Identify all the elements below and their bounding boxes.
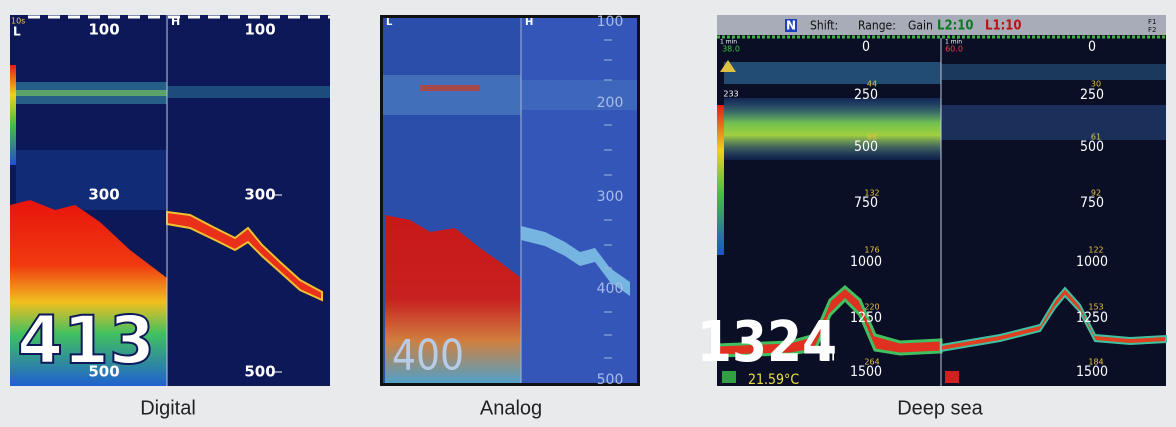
depth-label: 1000	[850, 254, 882, 270]
fish-layer	[521, 80, 637, 110]
header-label: F2	[1148, 26, 1156, 34]
sub-label: 88	[867, 133, 877, 142]
depth-label: 1500	[1076, 364, 1108, 380]
gain-label: L1:10	[985, 19, 1022, 34]
seabed-echo	[10, 200, 167, 386]
depth-label: 100	[88, 21, 119, 39]
depth-label: 500	[597, 372, 624, 388]
sub-label: 61	[1091, 133, 1101, 142]
depth-unit: m	[818, 342, 836, 366]
frequency-label: 60.0	[945, 45, 963, 54]
interval-label: 1 min	[720, 39, 737, 46]
depth-label: 500	[244, 363, 275, 381]
screen-right	[521, 18, 637, 383]
frequency-label: 38.0	[722, 45, 740, 54]
header-label: Range:	[858, 19, 896, 33]
depth-label: 300	[88, 186, 119, 204]
color-bar	[717, 105, 724, 255]
depth-label: 500	[854, 139, 878, 155]
color-bar	[10, 65, 16, 165]
depth-readout: 400	[392, 331, 464, 380]
sub-label: 122	[1088, 246, 1103, 255]
sub-label: 176	[864, 246, 879, 255]
count-label: 233	[723, 90, 738, 99]
depth-label: 750	[1080, 195, 1104, 211]
interval-label: 1 min	[945, 39, 962, 46]
depth-label: 100	[597, 14, 624, 30]
header-label: F1	[1148, 18, 1156, 26]
sub-label: 30	[1091, 80, 1101, 89]
header-label: Gain	[908, 19, 933, 33]
sub-label: 184	[1088, 358, 1103, 367]
depth-label: 1000	[1076, 254, 1108, 270]
scale-ticks	[604, 39, 612, 359]
seabed-line	[940, 286, 1167, 353]
depth-label: 300	[244, 186, 275, 204]
caption: Analog	[480, 397, 542, 419]
fish-layer	[941, 64, 1166, 80]
depth-label: 500	[1080, 139, 1104, 155]
mode-label: N	[786, 19, 796, 33]
fish-layer-core	[16, 90, 167, 96]
depth-label: 750	[854, 195, 878, 211]
sub-label: 44	[867, 80, 877, 89]
temperature-label: 21.59°C	[748, 372, 799, 388]
depth-label: 200	[597, 95, 624, 111]
sub-label: 132	[864, 189, 879, 198]
sub-label: 153	[1088, 303, 1103, 312]
depth-label: 250	[1080, 87, 1104, 103]
scattering-layer	[724, 98, 941, 160]
sub-label: 220	[864, 303, 879, 312]
depth-label: 1250	[850, 310, 882, 326]
depth-readout: 413	[17, 302, 155, 379]
fish-layer	[167, 86, 330, 98]
sub-label: 264	[864, 358, 879, 367]
depth-label: 1500	[850, 364, 882, 380]
header-label: Shift:	[810, 19, 838, 33]
channel-label: L	[386, 17, 393, 28]
channel-label: H	[171, 15, 180, 28]
depth-label: 250	[854, 87, 878, 103]
seabed-line	[521, 226, 630, 296]
header-bar	[717, 15, 1166, 35]
depth-label: 0	[1088, 39, 1096, 55]
channel-label: L	[13, 25, 21, 39]
seabed-echo	[385, 215, 521, 383]
depth-label: 0	[862, 39, 870, 55]
caption: Deep sea	[897, 397, 983, 419]
depth-label: 1250	[1076, 310, 1108, 326]
noise	[16, 150, 167, 210]
depth-readout: 1324	[697, 310, 837, 375]
fish-school	[420, 85, 480, 91]
status-icon	[945, 371, 959, 383]
digital-screen	[10, 15, 330, 386]
mode-box	[785, 19, 797, 32]
gain-label: L2:10	[937, 19, 974, 34]
depth-label: 400	[597, 281, 624, 297]
scattering-layer	[941, 105, 1166, 140]
depth-label: 500	[88, 363, 119, 381]
caption: Digital	[140, 397, 196, 419]
seabed-line	[166, 210, 323, 302]
fish-layer	[724, 62, 941, 84]
status-icon	[722, 371, 736, 383]
ship-icon	[720, 60, 736, 72]
channel-label: H	[525, 17, 533, 28]
depth-label: 300	[597, 189, 624, 205]
interval-label: 10s	[11, 17, 25, 26]
analog-screen	[380, 15, 640, 386]
deep-sea-screen	[715, 15, 1167, 386]
sub-label: 92	[1091, 189, 1101, 198]
fish-layer	[383, 75, 521, 115]
depth-label: 100	[244, 21, 275, 39]
